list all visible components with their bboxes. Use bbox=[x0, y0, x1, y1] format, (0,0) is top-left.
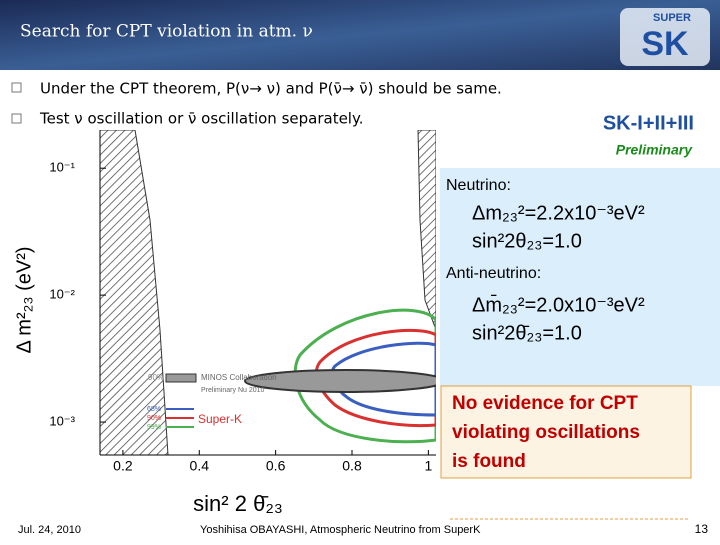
bullet-box bbox=[11, 113, 22, 124]
y-axis-label: Δ m²₂₃ (eV²) bbox=[13, 246, 35, 353]
conclusion: No evidence for CPT violating oscillation… bbox=[452, 393, 640, 472]
x-tick-label: 1 bbox=[424, 458, 432, 474]
y-tick-label: 10⁻² bbox=[49, 287, 75, 302]
plot-area bbox=[100, 130, 436, 455]
legend-level: 99% bbox=[147, 424, 161, 431]
header-band bbox=[0, 0, 720, 70]
bullet-box bbox=[11, 82, 22, 93]
value-text: sin²2θ̄₂₃=1.0 bbox=[472, 322, 582, 344]
legend-note: Preliminary Nu 2010 bbox=[201, 387, 265, 394]
conclusion-line: is found bbox=[452, 451, 526, 472]
sk-99-contour bbox=[293, 308, 436, 444]
experiment: SK-I+II+III bbox=[603, 112, 694, 134]
value-text: Δm₂₃²=2.2x10⁻³eV² bbox=[472, 202, 645, 224]
x-tick-label: 0.2 bbox=[113, 458, 133, 474]
legend-name: MINOS Collaboration bbox=[201, 373, 277, 382]
heading: Anti-neutrino: bbox=[446, 265, 541, 282]
excluded-region bbox=[100, 130, 169, 455]
page-number: 13 bbox=[695, 522, 709, 536]
y-tick-label: 10⁻¹ bbox=[49, 160, 75, 175]
logo-main: SK bbox=[641, 25, 689, 63]
x-tick-label: 0.4 bbox=[190, 458, 210, 474]
ticks: 0.2 0.4 0.6 0.8 1 10⁻¹ 10⁻² 10⁻³ bbox=[49, 160, 432, 474]
heading: Neutrino: bbox=[446, 177, 511, 194]
minos-contour bbox=[244, 369, 436, 393]
x-axis-label: sin² 2 θ̄₂₃ bbox=[193, 491, 283, 516]
bullet: Test ν oscillation or ν̄ oscillation sep… bbox=[39, 110, 363, 128]
logo-top: SUPER bbox=[653, 12, 691, 24]
x-tick-label: 0.8 bbox=[342, 458, 362, 474]
conclusion-line: No evidence for CPT bbox=[452, 393, 638, 414]
slide-title: Search for CPT violation in atm. ν bbox=[20, 22, 313, 42]
legend-swatch bbox=[165, 373, 197, 383]
logo: SUPER SK bbox=[620, 8, 710, 66]
logo-bg bbox=[620, 8, 710, 66]
results-panel bbox=[440, 168, 720, 386]
footer-date: Jul. 24, 2010 bbox=[18, 524, 81, 536]
bullet: Under the CPT theorem, P(ν→ ν) and P(ν̄→… bbox=[40, 80, 502, 98]
status: Preliminary bbox=[616, 142, 693, 158]
footer-author: Yoshihisa OBAYASHI, Atmospheric Neutrino… bbox=[200, 524, 481, 536]
legend-level: 68% bbox=[147, 406, 161, 413]
x-tick-label: 0.6 bbox=[266, 458, 286, 474]
legend-name: Super-K bbox=[198, 412, 242, 426]
conclusion-box bbox=[440, 385, 692, 479]
value-text: Δm̄₂₃²=2.0x10⁻³eV² bbox=[472, 293, 645, 316]
value-text: sin²2θ₂₃=1.0 bbox=[472, 230, 582, 252]
y-tick-label: 10⁻³ bbox=[49, 413, 75, 428]
conclusion-line: violating oscillations bbox=[452, 422, 640, 443]
legend-level: 90% bbox=[147, 415, 161, 422]
legend-level: 90% bbox=[148, 373, 164, 382]
legend: 68% 90% 99% bbox=[147, 406, 194, 431]
